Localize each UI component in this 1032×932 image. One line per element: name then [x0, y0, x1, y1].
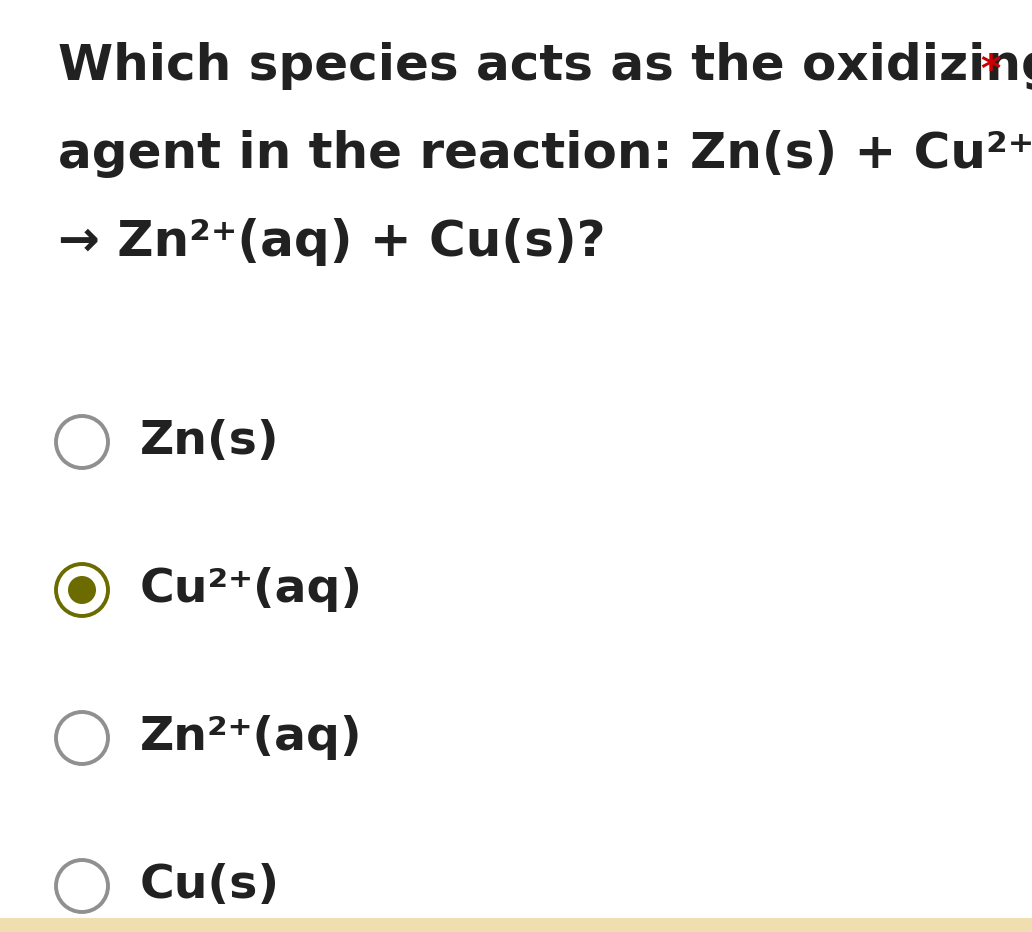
Text: Cu²⁺(aq): Cu²⁺(aq): [140, 568, 363, 612]
Text: Which species acts as the oxidizing: Which species acts as the oxidizing: [58, 42, 1032, 90]
FancyBboxPatch shape: [0, 918, 1032, 932]
Text: Zn(s): Zn(s): [140, 419, 280, 464]
Text: Zn²⁺(aq): Zn²⁺(aq): [140, 716, 362, 761]
Text: → Zn²⁺(aq) + Cu(s)?: → Zn²⁺(aq) + Cu(s)?: [58, 218, 606, 266]
Text: *: *: [980, 52, 1000, 90]
Text: agent in the reaction: Zn(s) + Cu²⁺(aq): agent in the reaction: Zn(s) + Cu²⁺(aq): [58, 130, 1032, 178]
Circle shape: [68, 576, 96, 604]
Text: Cu(s): Cu(s): [140, 864, 280, 909]
